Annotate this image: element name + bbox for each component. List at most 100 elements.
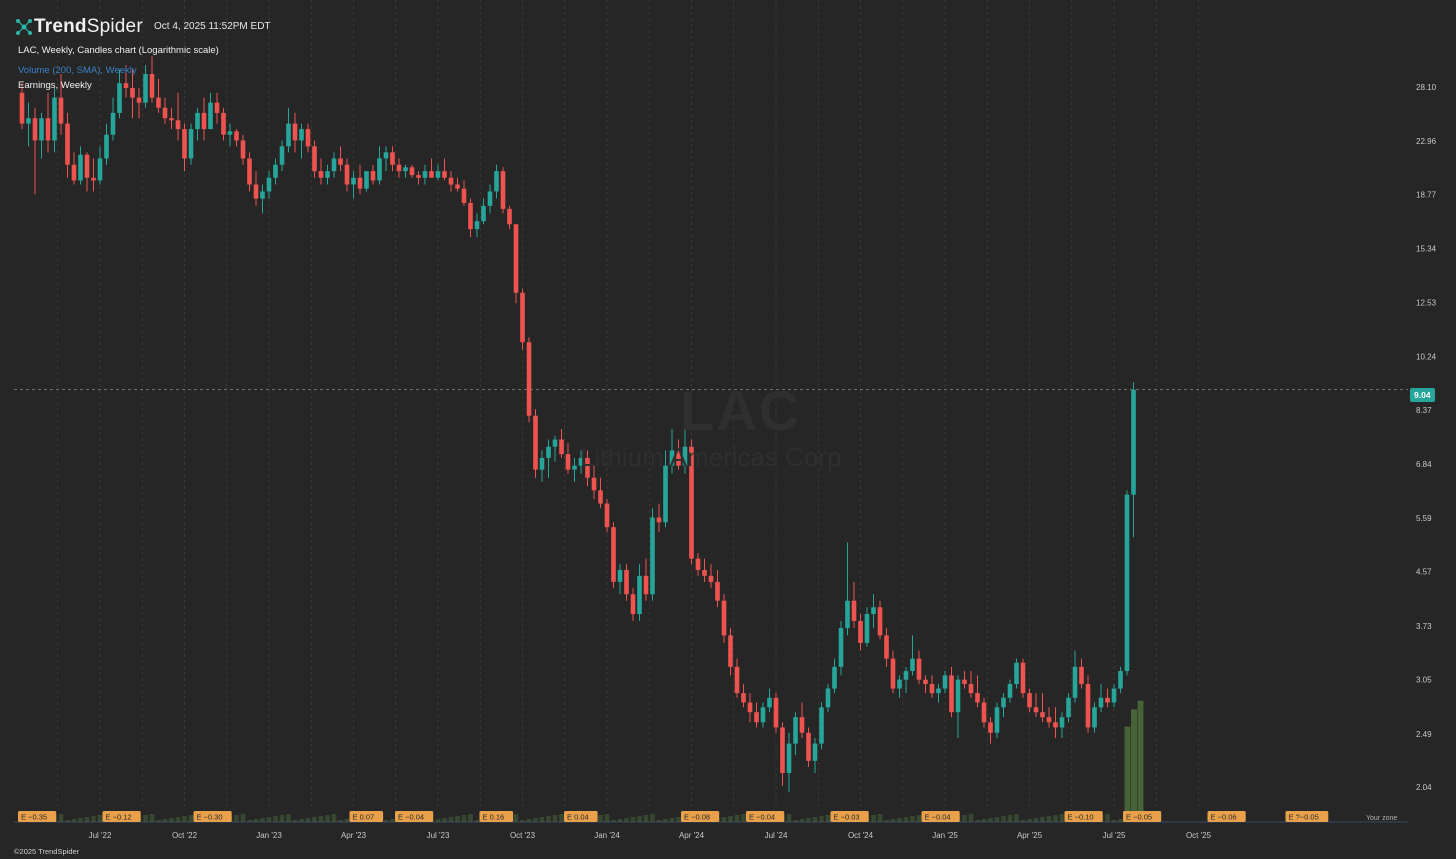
candle-body[interactable]: [812, 743, 818, 761]
candle-body[interactable]: [916, 658, 922, 680]
candle-body[interactable]: [260, 191, 265, 199]
candle-body[interactable]: [936, 688, 941, 694]
candle-body[interactable]: [370, 171, 376, 181]
candle-body[interactable]: [357, 177, 363, 189]
candle-body[interactable]: [19, 92, 25, 124]
candle-body[interactable]: [442, 171, 447, 178]
candle-body[interactable]: [221, 112, 226, 135]
candle-body[interactable]: [955, 679, 961, 713]
candle-body[interactable]: [396, 164, 402, 172]
candle-body[interactable]: [715, 581, 720, 601]
candle-body[interactable]: [793, 717, 798, 744]
candle-body[interactable]: [91, 177, 96, 181]
candle-body[interactable]: [487, 191, 493, 206]
candle-body[interactable]: [624, 569, 629, 595]
candle-body[interactable]: [630, 594, 636, 615]
earnings-badge[interactable]: E −0.35: [18, 811, 57, 822]
candle-body[interactable]: [500, 171, 506, 209]
candle-body[interactable]: [617, 569, 623, 582]
candle-body[interactable]: [247, 158, 252, 185]
candle-body[interactable]: [143, 74, 148, 103]
candle-body[interactable]: [1105, 697, 1110, 703]
candle-body[interactable]: [383, 152, 389, 159]
candle-body[interactable]: [474, 221, 480, 230]
earnings-badge[interactable]: E −0.04: [746, 811, 785, 822]
candle-body[interactable]: [169, 118, 174, 121]
candle-body[interactable]: [975, 693, 980, 703]
candle-body[interactable]: [188, 129, 194, 159]
candle-body[interactable]: [695, 558, 701, 570]
earnings-badge[interactable]: E 0.04: [564, 811, 598, 822]
candle-body[interactable]: [585, 457, 590, 478]
candle-body[interactable]: [331, 158, 337, 172]
candle-body[interactable]: [591, 477, 597, 491]
candle-body[interactable]: [650, 517, 655, 595]
candle-body[interactable]: [734, 666, 740, 694]
candle-body[interactable]: [32, 118, 38, 141]
candle-body[interactable]: [851, 600, 857, 621]
candle-body[interactable]: [968, 684, 974, 694]
candle-body[interactable]: [780, 727, 785, 773]
candle-body[interactable]: [468, 202, 473, 230]
candle-body[interactable]: [494, 171, 499, 192]
candle-body[interactable]: [201, 112, 207, 130]
candle-body[interactable]: [526, 342, 532, 416]
candle-body[interactable]: [819, 707, 824, 744]
candle-body[interactable]: [403, 167, 408, 172]
candle-body[interactable]: [455, 184, 460, 189]
candle-body[interactable]: [266, 177, 272, 192]
candle-body[interactable]: [1131, 389, 1136, 495]
candle-body[interactable]: [552, 439, 558, 447]
candle-body[interactable]: [286, 123, 291, 147]
candle-body[interactable]: [877, 607, 883, 636]
candle-body[interactable]: [149, 74, 155, 98]
candle-body[interactable]: [539, 457, 545, 470]
candle-body[interactable]: [481, 205, 486, 222]
candle-body[interactable]: [825, 688, 831, 708]
candle-body[interactable]: [741, 693, 746, 703]
candle-body[interactable]: [182, 129, 187, 159]
candle-body[interactable]: [390, 152, 395, 165]
candle-body[interactable]: [253, 184, 259, 199]
candle-body[interactable]: [676, 450, 681, 466]
earnings-badge[interactable]: E −0.05: [1123, 811, 1162, 822]
candle-body[interactable]: [533, 415, 538, 470]
earnings-badge[interactable]: E −0.12: [102, 811, 141, 822]
candle-body[interactable]: [572, 465, 577, 470]
candle-body[interactable]: [305, 129, 311, 147]
candle-body[interactable]: [1098, 697, 1104, 708]
candle-body[interactable]: [981, 702, 987, 723]
candle-body[interactable]: [1040, 712, 1045, 718]
candle-body[interactable]: [884, 635, 889, 659]
candle-body[interactable]: [890, 658, 896, 689]
candle-body[interactable]: [312, 146, 317, 172]
candle-body[interactable]: [786, 743, 792, 773]
candle-body[interactable]: [214, 102, 220, 113]
candle-body[interactable]: [1014, 662, 1019, 685]
candle-body[interactable]: [338, 158, 343, 165]
candle-body[interactable]: [1079, 666, 1084, 685]
earnings-badge[interactable]: E 0.16: [479, 811, 514, 822]
earnings-badge[interactable]: E −0.10: [1064, 811, 1103, 822]
candle-body[interactable]: [637, 575, 642, 615]
candle-body[interactable]: [377, 158, 382, 181]
candle-body[interactable]: [929, 684, 935, 694]
candle-body[interactable]: [682, 446, 688, 466]
candle-body[interactable]: [949, 675, 954, 713]
candle-body[interactable]: [507, 208, 512, 225]
candle-body[interactable]: [1118, 671, 1123, 689]
candle-body[interactable]: [1066, 697, 1071, 718]
candle-body[interactable]: [747, 702, 753, 713]
candle-body[interactable]: [162, 107, 168, 119]
candle-body[interactable]: [611, 527, 616, 582]
candle-body[interactable]: [1085, 684, 1091, 728]
candle-body[interactable]: [799, 717, 805, 733]
candle-body[interactable]: [1027, 693, 1032, 708]
candle-body[interactable]: [84, 154, 90, 178]
candle-body[interactable]: [1001, 697, 1006, 708]
candle-body[interactable]: [689, 446, 694, 559]
candle-body[interactable]: [1007, 684, 1013, 698]
candle-body[interactable]: [721, 600, 727, 636]
candle-body[interactable]: [1092, 707, 1097, 728]
